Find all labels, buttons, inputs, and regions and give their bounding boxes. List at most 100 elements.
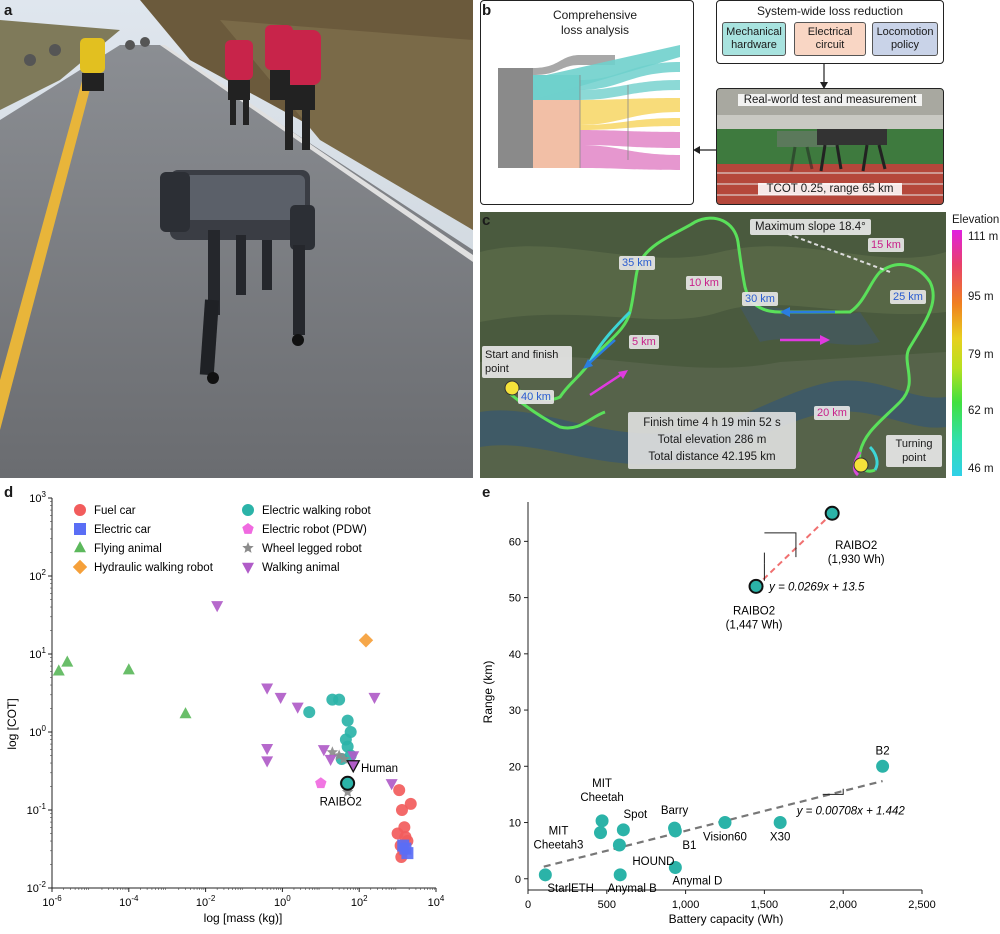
route-path xyxy=(507,216,935,473)
e-label-mit-cheetah3-1: MIT xyxy=(549,826,569,838)
elevation-colorbar xyxy=(952,230,962,476)
d-x-tick-label: 10-2 xyxy=(196,894,216,909)
d-y-tick-label: 10-1 xyxy=(27,802,47,817)
d-point-fuel-car xyxy=(395,804,408,816)
d-point-flying-animal xyxy=(179,707,192,719)
e-point-spot xyxy=(616,823,630,837)
e-label-x30: X30 xyxy=(770,832,790,844)
km-35: 35 km xyxy=(619,256,655,270)
e-point-raibo2-1-447-wh- xyxy=(748,578,764,594)
d-point-fuel-car xyxy=(404,797,417,810)
d-point-wheel-legged-robot xyxy=(341,786,354,797)
d-point-fuel-car xyxy=(393,784,406,797)
sankey-yellow-band2 xyxy=(580,118,680,130)
d-point-electric-walking-robot xyxy=(341,714,354,727)
e-x-tick-label: 2,000 xyxy=(829,899,857,911)
e-label-barry: Barry xyxy=(661,805,689,817)
d-x-tick-label: 102 xyxy=(351,894,368,909)
start-marker xyxy=(504,380,520,396)
panel-label-b: b xyxy=(482,2,492,19)
km-40: 40 km xyxy=(518,390,554,404)
d-point-walking-animal xyxy=(261,743,274,756)
e-x-tick-label: 500 xyxy=(598,899,616,911)
d-point-walking-animal xyxy=(291,702,304,714)
d-point-walking-animal xyxy=(324,754,337,766)
d-x-tick-label: 100 xyxy=(274,894,291,909)
sankey-teal-band3 xyxy=(580,80,680,100)
test-caption: TCOT 0.25, range 65 km xyxy=(758,183,902,195)
d-legend-label: Fuel car xyxy=(94,505,136,517)
d-legend-label: Electric robot (PDW) xyxy=(262,524,367,536)
panel-b-arrows xyxy=(693,64,828,154)
d-legend-marker xyxy=(242,562,254,574)
panel-label-d: d xyxy=(4,484,14,501)
d-human-label: Human xyxy=(361,763,398,775)
d-point-walking-animal xyxy=(347,751,360,763)
d-point-walking-animal xyxy=(261,683,274,695)
d-point-electric-walking-robot xyxy=(303,706,316,719)
e-fit-line-robots xyxy=(543,780,883,868)
d-legend-label: Flying animal xyxy=(94,543,162,555)
d-point-walking-animal xyxy=(317,745,330,757)
e-point-mit-cheetah3 xyxy=(593,826,607,840)
d-point-walking-animal xyxy=(385,779,398,791)
loss-title-line1: Comprehensive xyxy=(552,8,638,22)
e-x-tick-label: 1,500 xyxy=(751,899,779,911)
e-point-mit-cheetah xyxy=(595,814,609,828)
d-y-tick-label: 101 xyxy=(29,646,46,661)
e-point-b1 xyxy=(668,824,682,838)
e-y-tick-label: 30 xyxy=(509,705,521,717)
e-label-spot: Spot xyxy=(624,809,648,821)
d-point-electric-walking-robot xyxy=(333,693,346,706)
elevation-tick-62: 62 m xyxy=(968,405,994,417)
d-point-walking-animal xyxy=(274,692,287,705)
e-label-mit-cheetah-1: MIT xyxy=(592,778,612,790)
panel-label-e: e xyxy=(482,484,491,501)
e-ylabel: Range (km) xyxy=(481,661,495,724)
km-15: 15 km xyxy=(868,238,904,252)
d-x-tick-label: 10-4 xyxy=(119,894,139,909)
km-20: 20 km xyxy=(814,406,850,420)
d-legend-marker xyxy=(74,504,86,516)
pill-electrical: Electrical circuit xyxy=(794,22,866,56)
d-xlabel: log [mass (kg)] xyxy=(204,911,283,925)
d-legend-label: Electric car xyxy=(94,524,151,536)
d-point-electric-car xyxy=(399,842,412,855)
e-fit-line-raibo xyxy=(755,512,833,588)
sankey-pink-band2 xyxy=(580,145,680,170)
e-point-raibo2-1-930-wh- xyxy=(824,505,840,521)
e-label-raibo-high-1: RAIBO2 xyxy=(835,540,877,552)
e-point-hound xyxy=(612,838,626,852)
sankey-gray-flow xyxy=(533,55,615,75)
e-label-mit-cheetah-2: Cheetah xyxy=(580,792,623,804)
test-title: Real-world test and measurement xyxy=(738,94,922,106)
sankey-diagram xyxy=(498,45,680,170)
d-point-raibo2 xyxy=(340,775,356,791)
e-x-tick-label: 2,500 xyxy=(908,899,936,911)
d-point-flying-animal xyxy=(52,664,65,676)
e-point-anymal-d xyxy=(668,861,682,875)
e-label-anymal-b: Anymal B xyxy=(608,883,658,895)
d-legend-label: Electric walking robot xyxy=(262,505,371,517)
e-y-tick-label: 0 xyxy=(515,874,521,886)
e-y-tick-label: 50 xyxy=(509,593,521,605)
sankey-source xyxy=(498,68,533,168)
d-point-flying-animal xyxy=(122,663,135,675)
stat-distance: Total distance 42.195 km xyxy=(648,451,776,463)
e-label-raibo-low-1: RAIBO2 xyxy=(733,605,775,617)
loss-analysis-title: Comprehensive loss analysis xyxy=(520,8,670,38)
d-legend-marker xyxy=(74,541,86,553)
turning-marker xyxy=(853,457,869,473)
e-label-mit-cheetah3-2: Cheetah3 xyxy=(534,840,584,852)
e-x-tick-label: 1,000 xyxy=(672,899,700,911)
d-legend-marker xyxy=(74,523,86,535)
turning-point-label: Turning point xyxy=(886,435,942,467)
d-point-human xyxy=(346,760,361,774)
d-legend-marker xyxy=(242,504,254,516)
e-fit-label-top: y = 0.0269x + 13.5 xyxy=(768,581,865,593)
elevation-title: Elevation xyxy=(952,214,1000,226)
d-legend-label: Wheel legged robot xyxy=(262,543,363,555)
e-slope-bracket-top3 xyxy=(764,532,797,558)
d-x-tick-label: 10-6 xyxy=(42,894,62,909)
e-x-tick-label: 0 xyxy=(525,899,531,911)
